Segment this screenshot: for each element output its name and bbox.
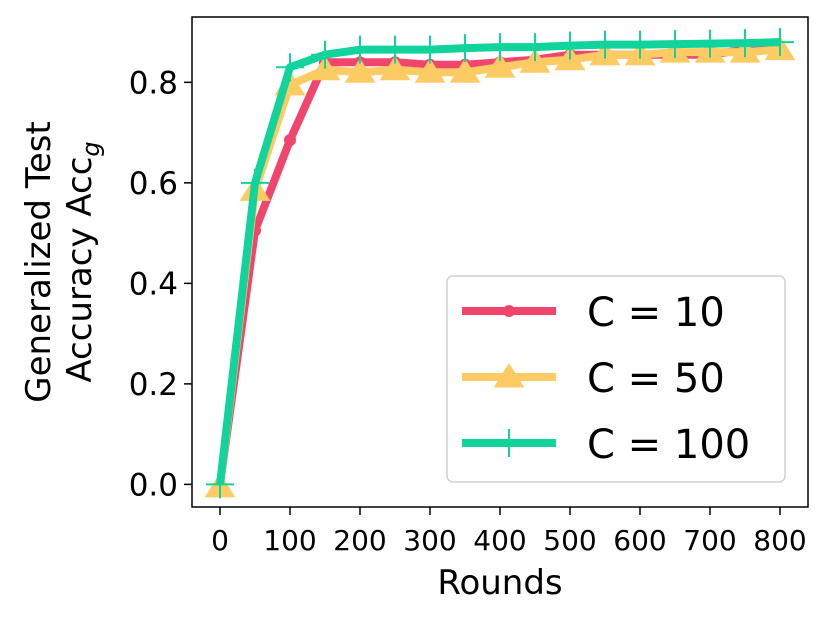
legend-marker <box>495 429 523 457</box>
x-tick-label: 0 <box>211 524 229 557</box>
x-axis-title: Rounds <box>437 563 562 603</box>
data-point <box>379 55 411 81</box>
data-point <box>284 134 296 147</box>
legend-box <box>446 275 786 483</box>
x-tick-label: 100 <box>263 524 316 557</box>
data-point <box>486 33 514 62</box>
y-tick-label: 0.8 <box>129 65 178 101</box>
data-point <box>241 168 269 197</box>
legend-marker <box>503 305 515 317</box>
x-tick-label: 800 <box>753 524 806 557</box>
data-point <box>381 35 409 64</box>
data-point <box>451 34 479 63</box>
data-point <box>344 58 376 83</box>
data-point <box>311 40 339 69</box>
data-point <box>276 53 304 82</box>
data-point <box>206 470 234 499</box>
legend-label: C = 50 <box>587 356 725 402</box>
data-point <box>484 53 516 78</box>
x-tick-label: 500 <box>543 524 596 557</box>
legend-marker <box>493 363 525 388</box>
legend: C = 10 C = 50 C = 100 <box>446 275 786 483</box>
y-tick-label: 0.0 <box>129 467 178 503</box>
data-point <box>696 29 724 58</box>
y-axis-title-subscript: g <box>77 141 105 156</box>
data-point <box>416 35 444 64</box>
data-point <box>661 30 689 59</box>
legend-item: C = 50 <box>462 356 725 402</box>
y-tick-label: 0.6 <box>129 166 178 202</box>
x-axis-ticks: 0 100 200 300 400 500 600 700 800 <box>211 507 807 557</box>
x-tick-label: 600 <box>613 524 666 557</box>
y-axis-ticks: 0.0 0.2 0.4 0.6 0.8 <box>129 65 192 503</box>
y-axis-title-line2: Accuracy Accg <box>60 141 105 382</box>
x-tick-label: 300 <box>403 524 456 557</box>
data-point <box>556 31 584 60</box>
data-point <box>449 58 481 83</box>
y-tick-label: 0.4 <box>129 266 178 302</box>
y-axis-title-line1: Generalized Test <box>19 121 59 403</box>
legend-item: C = 100 <box>462 422 750 468</box>
data-point <box>414 58 446 83</box>
legend-item: C = 10 <box>462 290 725 336</box>
x-tick-label: 200 <box>333 524 386 557</box>
legend-label: C = 10 <box>587 290 725 336</box>
data-point <box>626 30 654 59</box>
y-tick-label: 0.2 <box>129 367 178 403</box>
data-point <box>521 33 549 62</box>
series-3 <box>206 28 794 499</box>
plot-marks <box>204 28 796 499</box>
legend-label: C = 100 <box>587 422 750 468</box>
data-point <box>731 29 759 58</box>
data-point <box>346 35 374 64</box>
data-point <box>766 28 794 57</box>
x-tick-label: 400 <box>473 524 526 557</box>
y-axis-title-line2-text: Accuracy Acc <box>60 157 100 383</box>
x-tick-label: 700 <box>683 524 736 557</box>
data-point <box>591 30 619 59</box>
